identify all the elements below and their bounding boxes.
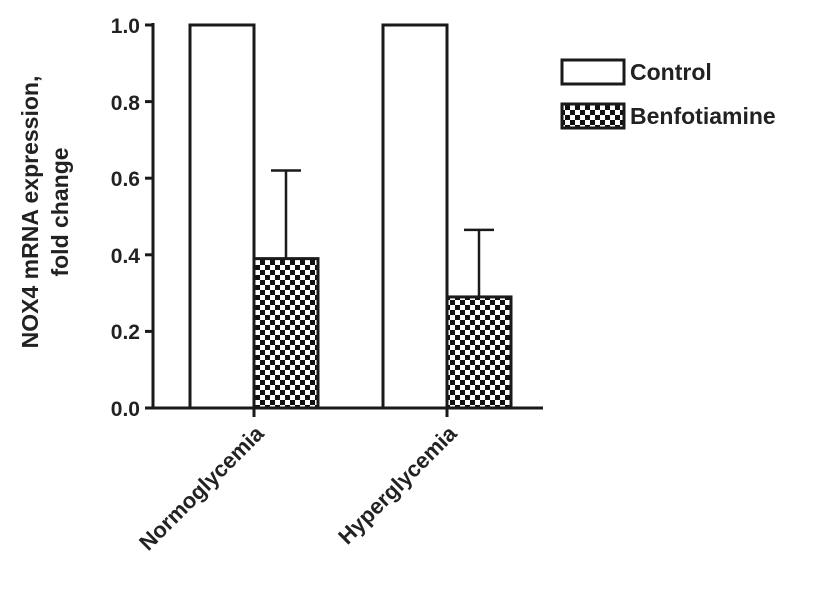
- legend-label-benfotiamine: Benfotiamine: [630, 103, 776, 129]
- y-axis-label-line-1: NOX4 mRNA expression,: [17, 76, 43, 349]
- y-tick-label: 0.2: [111, 321, 140, 344]
- legend-label-control: Control: [630, 59, 712, 85]
- bar-benfotiamine-normoglycemia: [252, 257, 320, 410]
- y-tick-label: 1.0: [111, 15, 140, 38]
- bar-benfotiamine-hyperglycemia: [445, 295, 513, 410]
- y-tick-label: 0.0: [111, 398, 140, 421]
- bar-control-normoglycemia: [188, 23, 256, 410]
- bar-control-hyperglycemia: [381, 23, 449, 410]
- y-tick-label: 0.8: [111, 92, 141, 115]
- y-axis-label-line-2: fold change: [47, 147, 73, 276]
- legend-swatch-control: [560, 58, 626, 86]
- x-category-label-hyperglycemia: Hyperglycemia: [333, 420, 462, 549]
- y-tick-label: 0.4: [111, 245, 141, 268]
- x-category-label-normoglycemia: Normoglycemia: [134, 420, 269, 555]
- legend-swatch-benfotiamine: [560, 102, 626, 130]
- y-tick-label: 0.6: [111, 168, 140, 191]
